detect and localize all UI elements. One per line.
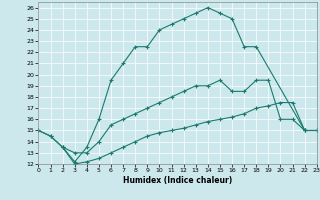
- X-axis label: Humidex (Indice chaleur): Humidex (Indice chaleur): [123, 176, 232, 185]
